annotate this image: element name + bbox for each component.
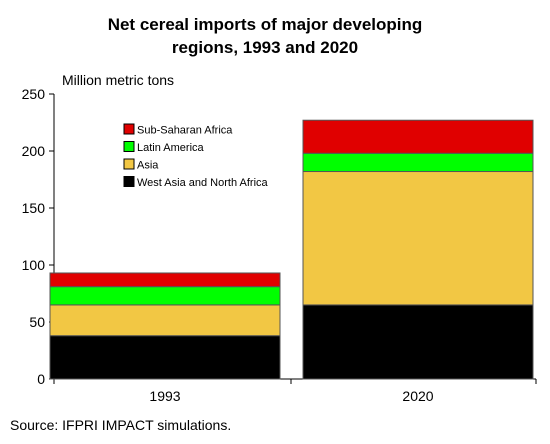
y-axis-label: Million metric tons	[62, 72, 174, 88]
legend-label-asia: Asia	[137, 160, 159, 172]
legend-swatch-latin-america	[123, 141, 135, 152]
legend-swatch-asia	[123, 158, 135, 170]
legend-label-sub-saharan-africa: Sub-Saharan Africa	[137, 125, 233, 137]
x-tick-label-1993: 1993	[149, 388, 180, 404]
bar-segment-asia-2020	[302, 171, 534, 306]
bar-segment-sub-saharan-africa-2020	[302, 119, 534, 154]
bar-segment-sub-saharan-africa-1993	[49, 272, 281, 288]
y-tick-label: 0	[37, 371, 45, 387]
legend-swatch-sub-saharan-africa	[123, 123, 135, 135]
bar-segment-west-asia-and-north-africa-1993	[49, 335, 281, 380]
plot-area: 0 50 100 150 200 250 1993 2020	[22, 86, 537, 404]
source-note: Source: IFPRI IMPACT simulations.	[10, 417, 231, 433]
legend-label-latin-america: Latin America	[137, 142, 205, 154]
chart-title-line-1: Net cereal imports of major developing	[108, 15, 423, 34]
bar-segment-west-asia-and-north-africa-2020	[302, 304, 534, 380]
bar-segment-latin-america-1993	[49, 286, 281, 306]
y-tick-label: 200	[22, 143, 46, 159]
y-tick-label: 50	[29, 314, 45, 330]
y-tick-label: 250	[22, 86, 46, 102]
legend: Sub-Saharan Africa Latin America Asia West …	[123, 123, 269, 189]
x-tick-label-2020: 2020	[402, 388, 433, 404]
bar-segment-asia-1993	[49, 304, 281, 337]
bar-segment-latin-america-2020	[302, 152, 534, 173]
y-tick-label: 100	[22, 257, 46, 273]
y-tick-label: 150	[22, 200, 46, 216]
legend-swatch-west-asia-and-north-africa	[123, 176, 135, 187]
chart-title-line-2: regions, 1993 and 2020	[172, 38, 358, 57]
legend-label-west-asia-and-north-africa: West Asia and North Africa	[137, 177, 269, 189]
